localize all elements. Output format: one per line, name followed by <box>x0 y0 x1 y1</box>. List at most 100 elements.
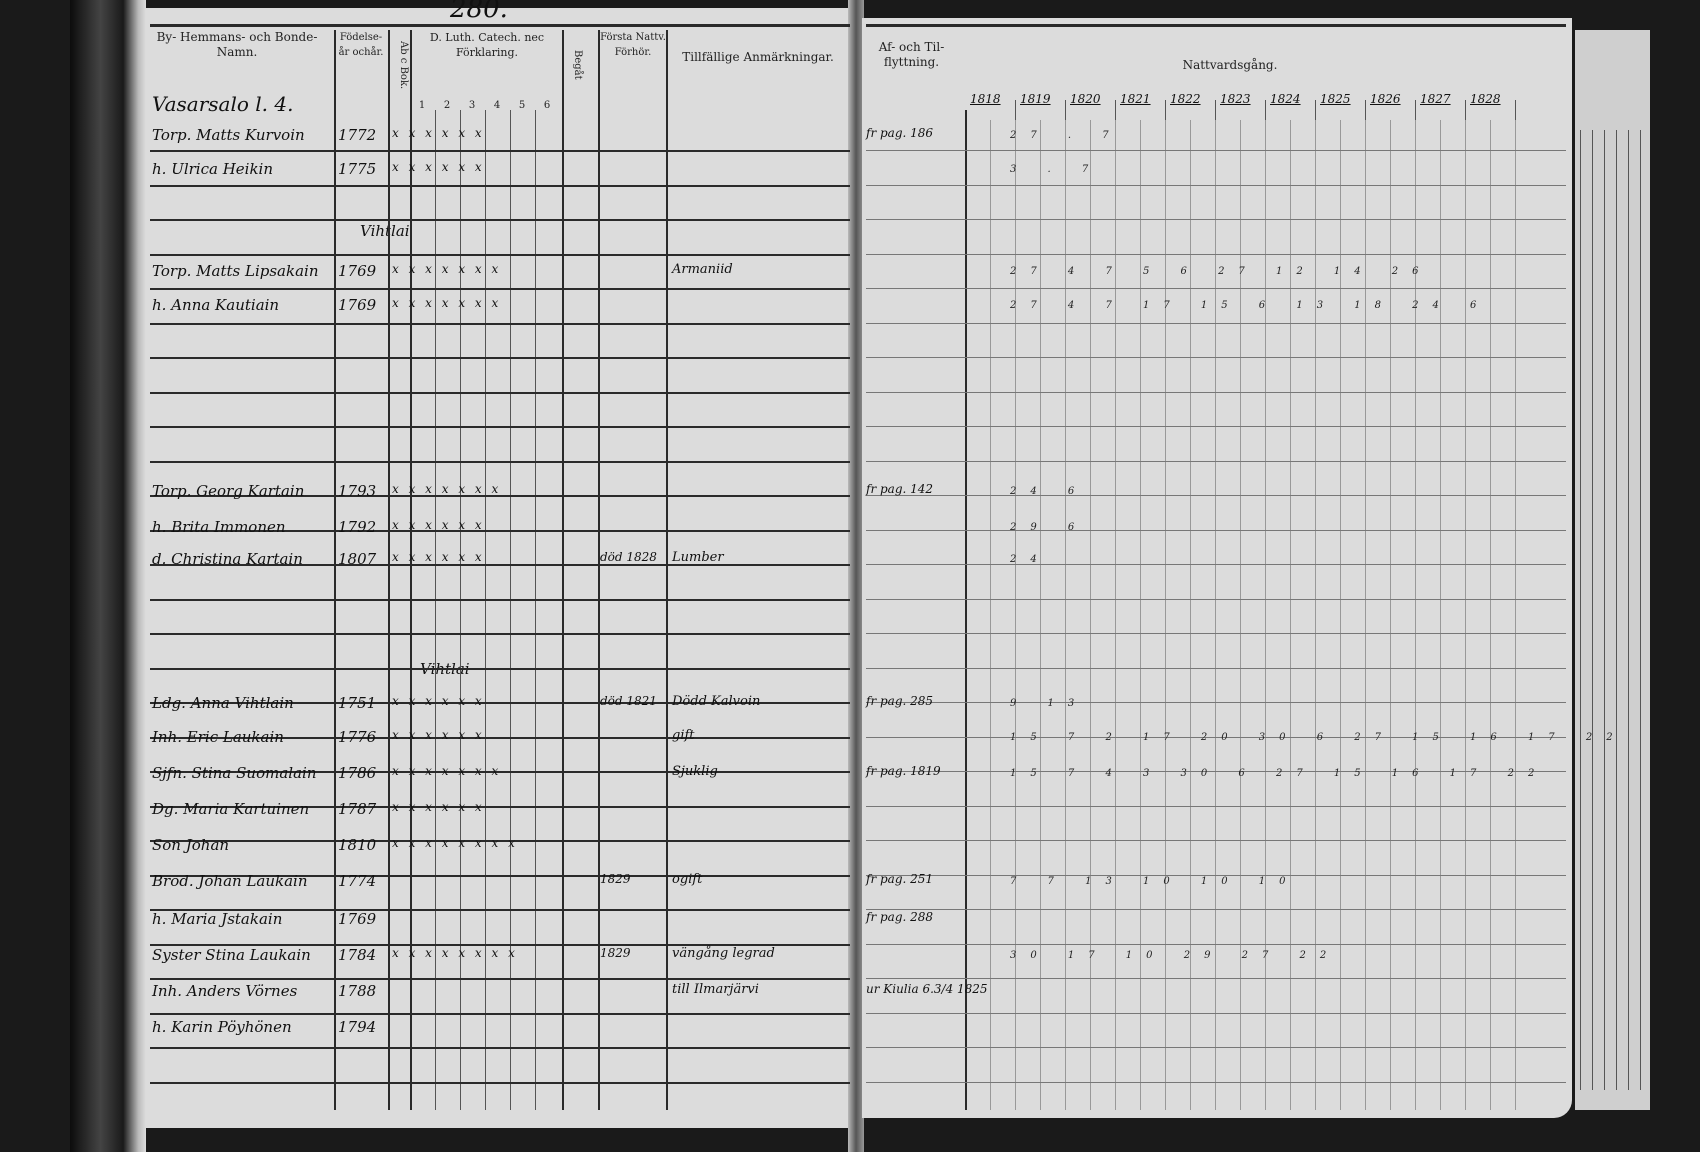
row-rule <box>866 460 1566 462</box>
catechism-col-number: 6 <box>543 100 551 111</box>
row-rule <box>866 1081 1566 1083</box>
birth-year: 1772 <box>338 126 377 144</box>
birth-year: 1776 <box>338 728 377 746</box>
column-rule <box>1215 120 1216 1110</box>
column-rule <box>1580 130 1581 1090</box>
first-communion: död 1828 <box>600 550 657 564</box>
remark: till Ilmarjärvi <box>672 982 759 997</box>
column-rule <box>1440 120 1441 1110</box>
person-name: Dg. Maria Kartuinen <box>152 800 310 818</box>
communion-counts: 24 6 <box>1010 486 1089 497</box>
left-page <box>146 8 852 1128</box>
row-rule <box>150 150 850 152</box>
header-communion: Nattvardsgång. <box>1182 58 1278 72</box>
column-rule <box>435 110 436 1110</box>
catechism-marks: x x x x x x <box>392 160 485 174</box>
row-rule <box>150 702 850 704</box>
person-name: Sjfn. Stina Suomalain <box>152 764 317 782</box>
row-rule <box>866 909 1566 910</box>
column-rule <box>1290 120 1291 1110</box>
person-name: h. Ulrica Heikin <box>152 160 274 178</box>
catechism-col-number: 3 <box>468 100 476 111</box>
move-note: fr pag. 1819 <box>866 764 941 778</box>
birth-year: 1769 <box>338 296 377 314</box>
communion-counts: 30 17 10 29 27 22 <box>1010 950 1341 961</box>
right-page <box>862 18 1572 1118</box>
row-rule <box>150 495 850 497</box>
catechism-marks: x x x x x x <box>392 550 485 564</box>
catechism-marks: x x x x x x <box>392 518 485 532</box>
header-abc: Ab c Bok. <box>398 40 409 90</box>
header-first-communion: Första Nattv. Förhör. <box>600 32 666 58</box>
remark: Lumber <box>672 550 724 565</box>
row-rule <box>866 667 1566 669</box>
column-rule <box>1515 120 1516 1110</box>
move-note: fr pag. 186 <box>866 126 934 140</box>
person-name: d. Christina Kartain <box>152 550 303 568</box>
first-communion: 1829 <box>600 946 631 960</box>
row-rule <box>866 805 1566 807</box>
year-header: 1820 <box>1070 92 1101 106</box>
catechism-col-number: 2 <box>443 100 451 111</box>
communion-counts: 24 <box>1010 554 1051 565</box>
remark: ogift <box>672 872 703 887</box>
column-rule <box>1340 120 1341 1110</box>
row-rule <box>866 219 1566 220</box>
communion-counts: 9 13 <box>1010 698 1089 709</box>
next-page-edge <box>1575 30 1650 1110</box>
catechism-marks: x x x x x x x x <box>392 836 518 850</box>
row-rule <box>866 564 1566 565</box>
column-rule <box>1140 120 1141 1110</box>
header-birth: Födelse-år ochår. <box>338 32 384 58</box>
village-name: Vasarsalo l. 4. <box>152 92 294 116</box>
catechism-marks: x x x x x x <box>392 694 485 708</box>
catechism-marks: x x x x x x x <box>392 262 502 276</box>
birth-year: 1787 <box>338 800 377 818</box>
row-rule <box>150 840 850 842</box>
row-rule <box>866 391 1566 393</box>
person-name: Syster Stina Laukain <box>152 946 311 964</box>
birth-year: 1810 <box>338 836 377 854</box>
column-rule <box>666 30 668 1110</box>
catechism-marks: x x x x x x x x <box>392 946 518 960</box>
birth-year: 1774 <box>338 872 377 890</box>
row-rule <box>866 495 1566 496</box>
header-rule <box>150 24 850 27</box>
column-rule <box>990 120 991 1110</box>
year-header: 1826 <box>1370 92 1401 106</box>
column-rule <box>965 110 967 1110</box>
row-rule <box>150 184 850 187</box>
communion-counts: 7 7 13 10 10 10 <box>1010 876 1300 887</box>
section-label: Vihtlai <box>360 222 410 240</box>
row-rule <box>866 736 1566 738</box>
communion-counts: 27 4 7 5 6 27 12 14 26 <box>1010 266 1433 277</box>
remark: Armaniid <box>672 262 733 277</box>
catechism-marks: x x x x x x <box>392 800 485 814</box>
catechism-marks: x x x x x x x <box>392 482 502 496</box>
year-header: 1823 <box>1220 92 1251 106</box>
move-note: ur Kiulia 6.3/4 1825 <box>866 982 988 996</box>
row-rule <box>866 150 1566 151</box>
row-rule <box>150 253 850 256</box>
remark: Dödd Kalvoin <box>672 694 761 709</box>
remark: vängång legrad <box>672 946 775 961</box>
person-name: Inh. Eric Laukain <box>152 728 284 746</box>
catechism-col-number: 5 <box>518 100 526 111</box>
first-communion: död 1821 <box>600 694 657 708</box>
birth-year: 1769 <box>338 262 377 280</box>
person-name: Brod. Johan Laukain <box>152 872 308 890</box>
row-rule <box>866 598 1566 600</box>
row-rule <box>150 736 850 739</box>
remark: gift <box>672 728 695 743</box>
column-rule <box>388 30 390 1110</box>
person-name: Ldg. Anna Vihtlain <box>152 694 294 712</box>
birth-year: 1775 <box>338 160 377 178</box>
birth-year: 1792 <box>338 518 377 536</box>
catechism-marks: x x x x x x x <box>392 764 502 778</box>
row-rule <box>150 529 850 532</box>
row-rule <box>866 288 1566 289</box>
birth-year: 1793 <box>338 482 377 500</box>
communion-counts: 15 7 4 3 30 6 27 15 16 17 22 <box>1010 768 1549 779</box>
row-rule <box>150 909 850 911</box>
year-header: 1824 <box>1270 92 1301 106</box>
